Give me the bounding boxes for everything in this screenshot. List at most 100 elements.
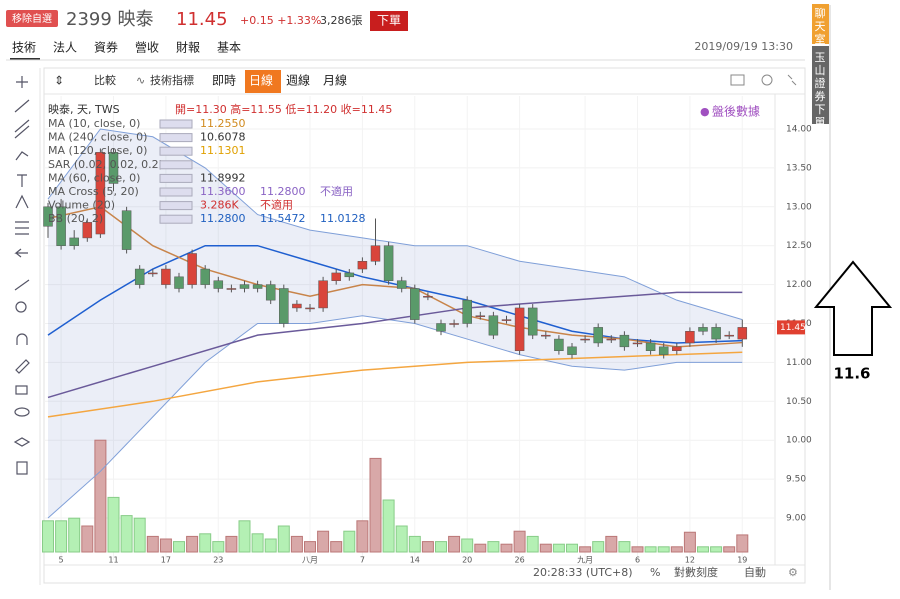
- indicators[interactable]: 技術指標: [150, 73, 194, 87]
- last-price-tag: [777, 320, 805, 335]
- candle-body: [462, 299, 472, 324]
- indicators-icon[interactable]: ∿: [136, 74, 145, 87]
- last-price-label: 11.45: [780, 323, 806, 333]
- candle-body: [554, 338, 564, 351]
- legend-icons[interactable]: [159, 146, 193, 156]
- legend-main: 映泰, 天, TWS: [48, 102, 120, 116]
- candle-body: [475, 315, 486, 317]
- y-tick-label: 10.50: [786, 397, 812, 407]
- toolbar-icons[interactable]: [730, 74, 797, 86]
- volume-bar: [683, 531, 696, 553]
- candle-body: [95, 152, 106, 235]
- tab[interactable]: 法人: [53, 41, 77, 55]
- candle-body: [698, 327, 708, 332]
- interval[interactable]: 週線: [286, 73, 310, 88]
- legend-value: 11.0128: [320, 212, 366, 225]
- volume-bar: [605, 535, 618, 553]
- volume-bar: [474, 543, 487, 553]
- candle-body: [148, 272, 158, 275]
- after-hours[interactable]: 盤後數據: [712, 105, 760, 119]
- legend-icons[interactable]: [159, 119, 193, 129]
- legend-icons[interactable]: [159, 214, 193, 224]
- candle-body: [645, 342, 656, 351]
- settings[interactable]: ⚙: [788, 566, 798, 579]
- volume-bar: [448, 535, 461, 553]
- legend-icons[interactable]: [159, 173, 193, 183]
- order-button-label[interactable]: 下單: [377, 14, 401, 28]
- tab[interactable]: 基本: [217, 41, 241, 55]
- candle-body: [488, 315, 499, 336]
- candle-body: [672, 346, 682, 351]
- volume-bar: [552, 543, 565, 553]
- x-tick-label: 八月: [302, 556, 318, 565]
- broker-button[interactable]: [812, 46, 829, 124]
- volume-bar: [120, 515, 133, 553]
- tab[interactable]: 營收: [135, 41, 159, 55]
- order-button[interactable]: [370, 11, 408, 31]
- symbol: 2399 映泰: [66, 9, 154, 30]
- volume-bar: [212, 541, 225, 553]
- legend-icons[interactable]: [159, 133, 193, 143]
- legend-icons[interactable]: [159, 187, 193, 197]
- watch-button-label[interactable]: 移除自選: [12, 12, 52, 25]
- broker-label[interactable]: 玉山證券下單: [815, 51, 826, 129]
- volume-bar: [526, 535, 539, 553]
- candle-body: [226, 288, 237, 290]
- volume-bar: [513, 530, 526, 553]
- volume-bar: [657, 546, 670, 553]
- legend-value: 3.286K: [200, 199, 239, 212]
- y-tick-label: 9.00: [786, 514, 806, 524]
- volume-bar: [173, 541, 185, 553]
- volume-bar: [435, 541, 447, 553]
- volume-bar: [290, 535, 303, 553]
- volume-bar: [317, 530, 330, 553]
- interval[interactable]: 月線: [323, 73, 347, 88]
- percent[interactable]: %: [650, 566, 660, 579]
- x-tick-label: 九月: [577, 556, 593, 565]
- legend-name: MA (240, close, 0): [48, 131, 147, 144]
- volume-bar: [343, 530, 356, 553]
- volume-bar: [487, 541, 500, 553]
- compare[interactable]: 比較: [94, 73, 116, 87]
- after-hours-dot: ●: [700, 105, 710, 118]
- volume-bar: [68, 517, 81, 553]
- candle-body: [213, 280, 224, 289]
- legend-icons[interactable]: [159, 201, 193, 211]
- tab[interactable]: 技術: [12, 41, 36, 55]
- tab[interactable]: 資券: [94, 40, 118, 55]
- tool-icons[interactable]: [13, 76, 31, 475]
- auto[interactable]: 自動: [744, 565, 766, 579]
- candle-body: [252, 284, 263, 289]
- volume-bar: [225, 535, 238, 553]
- legend-value: 11.8992: [200, 171, 246, 184]
- log-scale[interactable]: 對數刻度: [674, 565, 718, 579]
- chat-button[interactable]: [812, 4, 829, 44]
- candle-body: [82, 222, 93, 239]
- chat-label[interactable]: 聊天室: [815, 6, 826, 46]
- watch-button[interactable]: [6, 10, 58, 27]
- candle-body: [527, 307, 538, 336]
- volume-bar: [251, 533, 264, 553]
- y-tick-label: 10.00: [786, 436, 812, 446]
- interval[interactable]: 即時: [212, 74, 236, 88]
- candle-body: [279, 288, 289, 324]
- candle-body: [685, 331, 695, 344]
- legend-ohlc: 開=11.30 高=11.55 低=11.20 收=11.45: [175, 102, 392, 116]
- legend-value: 不適用: [260, 198, 293, 212]
- candle-body: [606, 338, 617, 341]
- interval[interactable]: 日線: [249, 73, 273, 88]
- legend-icons[interactable]: [159, 160, 193, 170]
- tab[interactable]: 財報: [176, 40, 200, 55]
- compare-icon[interactable]: ⇕: [54, 74, 64, 88]
- volume-bar: [81, 525, 94, 553]
- candle-body: [567, 346, 577, 355]
- candle-body: [632, 342, 643, 345]
- legend-name: Volume (20): [48, 199, 115, 212]
- volume-bar: [304, 541, 316, 553]
- legend-value: 11.1301: [200, 144, 246, 157]
- y-tick-label: 11.00: [786, 358, 812, 368]
- candle-body: [580, 338, 590, 341]
- volume-bar: [644, 546, 657, 553]
- candle-body: [593, 327, 603, 344]
